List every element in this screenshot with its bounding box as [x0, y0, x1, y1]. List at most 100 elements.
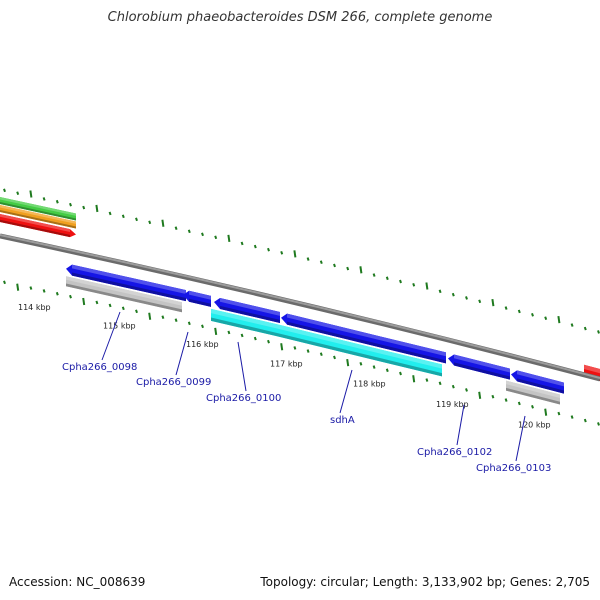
gene-label[interactable]: Cpha266_0103: [476, 463, 551, 474]
cds-cpha266-0099: [183, 290, 211, 307]
gray-feature-0103: [506, 380, 560, 405]
gc-mark: [504, 398, 508, 402]
gc-mark: [253, 336, 257, 341]
gc-mark: [55, 291, 59, 296]
gc-mark: [148, 312, 152, 320]
gc-mark: [280, 250, 284, 255]
gc-mark: [69, 202, 72, 207]
gc-mark: [306, 349, 310, 353]
gc-mark: [253, 244, 257, 249]
gc-mark: [42, 289, 46, 293]
gc-mark: [385, 276, 389, 281]
scale-tick-label: 115 kbp: [103, 321, 136, 330]
gc-mark: [135, 217, 138, 222]
cds-cpha266-0100: [214, 297, 280, 323]
gc-mark: [544, 316, 548, 321]
scale-tick-label: 118 kbp: [353, 379, 386, 388]
gc-mark: [531, 312, 534, 317]
gc-mark: [478, 391, 482, 399]
gc-mark: [267, 339, 270, 344]
gc-mark: [465, 296, 468, 300]
map-title: Chlorobium phaeobacteroides DSM 266, com…: [107, 10, 493, 25]
gc-mark: [95, 204, 99, 213]
gc-mark: [399, 371, 402, 376]
gc-mark: [333, 263, 336, 268]
gc-mark: [95, 300, 99, 305]
gc-mark: [517, 309, 521, 314]
gc-mark: [42, 197, 46, 201]
gc-mark: [412, 282, 416, 287]
orange-feature-band: [0, 205, 76, 229]
gc-mark: [135, 309, 138, 314]
gc-mark: [121, 214, 125, 219]
gc-mark: [174, 318, 178, 323]
leader-line: [456, 404, 465, 446]
cyan-feature-0100: [211, 308, 276, 337]
gc-mark: [227, 234, 231, 243]
gc-mark: [161, 315, 165, 320]
gc-mark: [491, 299, 495, 307]
gc-mark: [3, 188, 6, 193]
gc-mark: [359, 266, 363, 274]
gc-mark: [346, 266, 350, 271]
gc-mark: [399, 279, 402, 284]
gray-feature-0098: [66, 276, 182, 313]
gene-label[interactable]: Cpha266_0098: [62, 362, 137, 373]
gc-mark: [412, 375, 416, 383]
gene-label-group[interactable]: Cpha266_0099: [136, 331, 211, 388]
gc-mark: [557, 315, 561, 324]
gene-label[interactable]: sdhA: [330, 415, 355, 426]
gc-mark: [583, 418, 587, 423]
gc-mark: [319, 260, 323, 265]
gc-mark: [29, 190, 33, 198]
gene-label-group[interactable]: Cpha266_0098: [62, 311, 137, 373]
gc-mark: [293, 250, 297, 258]
gc-mark: [161, 219, 165, 227]
gene-labels: Cpha266_0098 Cpha266_0099 Cpha266_0100 sdhA…: [62, 311, 551, 474]
gene-label-group[interactable]: Cpha266_0100: [206, 341, 281, 404]
scale-ticks: 114 kbp 115 kbp 116 kbp 117 kbp 118 kbp 119 k…: [18, 303, 551, 430]
gc-skew-marks: [3, 188, 600, 426]
gc-mark: [557, 411, 561, 416]
leader-line: [237, 341, 247, 392]
gc-mark: [346, 358, 350, 367]
gc-mark: [82, 205, 86, 210]
gc-mark: [597, 422, 600, 426]
gc-mark: [597, 330, 600, 334]
gc-mark: [201, 232, 204, 237]
gc-mark: [372, 273, 376, 277]
scale-tick-label: 120 kbp: [518, 421, 551, 430]
scale-tick-label: 119 kbp: [436, 400, 469, 409]
leader-line: [101, 311, 121, 361]
genome-backbone-highlight: [0, 234, 600, 379]
leader-line: [175, 331, 189, 376]
gc-mark: [451, 292, 455, 297]
gene-label-group[interactable]: sdhA: [330, 369, 355, 426]
accession-text: Accession: NC_008639: [9, 575, 146, 589]
gc-mark: [504, 306, 508, 310]
scale-tick-label: 114 kbp: [18, 303, 51, 312]
other-feature-tracks: [0, 197, 600, 381]
gc-mark: [214, 235, 218, 240]
gc-mark: [583, 326, 587, 331]
gc-mark: [570, 323, 574, 327]
gc-mark: [108, 211, 112, 216]
scale-tick-label: 116 kbp: [186, 340, 219, 349]
gene-label-group[interactable]: Cpha266_0102: [417, 404, 492, 458]
gene-label-group[interactable]: Cpha266_0103: [476, 415, 551, 474]
gc-mark: [438, 381, 442, 386]
gc-mark: [544, 408, 548, 416]
gc-mark: [359, 361, 363, 366]
gc-mark: [82, 297, 86, 306]
gc-mark: [29, 286, 33, 290]
gene-label[interactable]: Cpha266_0100: [206, 393, 281, 404]
gene-label[interactable]: Cpha266_0099: [136, 377, 211, 388]
gc-mark: [240, 241, 244, 246]
cyan-feature-sdha: [276, 324, 442, 377]
gc-mark: [372, 365, 376, 369]
gc-mark: [214, 327, 218, 335]
gene-label[interactable]: Cpha266_0102: [417, 447, 492, 458]
gc-mark: [425, 378, 429, 382]
